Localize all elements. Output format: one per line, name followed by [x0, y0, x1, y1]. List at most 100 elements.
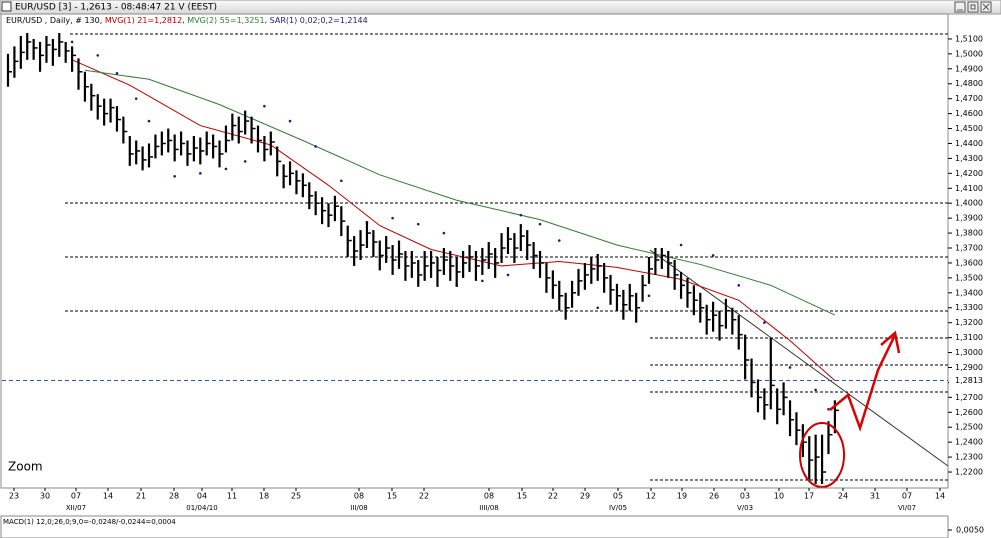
- legend-header: EUR/USD , Daily, # 130,: [6, 16, 102, 25]
- x-tick-label: 28: [169, 492, 179, 501]
- sar-dot: [506, 273, 510, 277]
- last-price-label: 1,2813: [955, 376, 983, 385]
- x-tick-label: 22: [419, 492, 429, 501]
- sar-dot: [263, 104, 266, 108]
- highlight-circle: [799, 422, 845, 488]
- sar-dot: [288, 119, 292, 123]
- sar-dot: [647, 294, 651, 298]
- y-tick-label: 1,2300: [955, 453, 983, 462]
- y-tick-label: 1,3600: [955, 258, 983, 267]
- x-tick-label: 29: [580, 492, 590, 501]
- x-tick-label: 10: [774, 492, 784, 501]
- x-tick-label: 17: [804, 492, 814, 501]
- sar-dot: [711, 254, 715, 257]
- sar-dot: [827, 407, 830, 411]
- sar-dot: [70, 40, 74, 44]
- month-label: VI/07: [898, 504, 916, 512]
- x-tick-label: 23: [9, 492, 19, 501]
- sar-dot: [596, 306, 600, 310]
- sar-dot: [538, 222, 542, 226]
- y-tick-label: 1,4700: [955, 94, 983, 103]
- month-label: 01/04/10: [186, 504, 217, 512]
- y-tick-label: 1,3900: [955, 214, 983, 223]
- month-label: IV/05: [609, 504, 627, 512]
- x-tick-label: 19: [677, 492, 687, 501]
- x-tick-label: 08: [354, 492, 364, 501]
- y-tick-label: 1,3100: [955, 333, 983, 342]
- x-tick-label: 25: [291, 492, 301, 501]
- x-tick-label: 03: [740, 492, 750, 501]
- x-tick-label: 21: [136, 492, 146, 501]
- x-tick-label: 07: [902, 492, 912, 501]
- sar-dot: [224, 167, 228, 171]
- x-tick-label: 04: [197, 492, 207, 501]
- moving-average: [71, 59, 836, 381]
- macd-pane: [0, 515, 949, 538]
- sar-dot: [737, 284, 741, 287]
- x-tick-label: 08: [484, 492, 494, 501]
- y-tick-label: 1,3400: [955, 288, 983, 297]
- y-tick-label: 1,2400: [955, 438, 983, 447]
- sar-dot: [442, 231, 446, 235]
- plot-area: [0, 13, 949, 489]
- x-tick-label: 24: [838, 492, 848, 501]
- moving-average: [84, 69, 836, 316]
- y-tick-label: 1,3000: [955, 348, 983, 357]
- y-tick-label: 1,2500: [955, 423, 983, 432]
- sar-dot: [763, 321, 766, 324]
- x-tick-label: 30: [40, 492, 50, 501]
- sar-dot: [96, 54, 100, 57]
- x-tick-label: 05: [613, 492, 623, 501]
- y-tick-label: 1,4100: [955, 184, 983, 193]
- legend-entry: SAR(1) 0,02;0,2=1,2144: [270, 16, 368, 25]
- y-tick-label: 1,4400: [955, 139, 983, 148]
- sar-dot: [340, 179, 343, 183]
- window-title: EUR/USD [3] - 1,2613 - 08:48:47 21 V (EE…: [15, 3, 217, 13]
- last-price-box: [949, 374, 1001, 387]
- y-tick-label: 1,4800: [955, 79, 983, 88]
- sar-dot: [814, 388, 817, 392]
- sar-dot: [115, 71, 119, 75]
- zoom-label[interactable]: Zoom: [8, 460, 43, 474]
- month-label: XII/07: [66, 504, 86, 512]
- y-tick-label: 1,4500: [955, 124, 983, 133]
- y-tick-label: 1,2200: [955, 468, 983, 477]
- y-tick-label: 1,2900: [955, 363, 983, 372]
- x-tick-label: 18: [259, 492, 269, 501]
- y-tick-label: 1,3300: [955, 303, 983, 312]
- y-tick-label: 1,3200: [955, 318, 983, 327]
- y-tick-label: 1,4900: [955, 64, 983, 73]
- month-label: V/03: [737, 504, 753, 512]
- y-tick-label: 1,3500: [955, 273, 983, 282]
- sar-dot: [147, 119, 151, 123]
- arrow-head: [880, 330, 901, 354]
- y-tick-label: 1,3800: [955, 229, 983, 238]
- macd-tick-label: 0,0050: [956, 526, 984, 535]
- legend-entry: MVG(1) 21=1,2812: [105, 16, 182, 25]
- month-label: IIII/08: [479, 504, 499, 512]
- sar-dot: [788, 366, 792, 369]
- sar-dot: [557, 239, 561, 242]
- y-tick-label: 1,4600: [955, 109, 983, 118]
- y-tick-label: 1,4000: [955, 199, 983, 208]
- sar-dot: [199, 172, 202, 175]
- sar-dot: [391, 216, 394, 220]
- forecast-arrow: [829, 334, 897, 432]
- sar-dot: [416, 222, 420, 226]
- x-tick-label: 31: [870, 492, 880, 501]
- month-label: III/08: [350, 504, 367, 512]
- x-tick-label: 14: [103, 492, 113, 501]
- x-tick-label: 12: [646, 492, 656, 501]
- legend-entry: MVG(2) 55=1,3251: [187, 16, 264, 25]
- y-tick-label: 1,5000: [955, 49, 983, 58]
- x-tick-label: 14: [935, 492, 945, 501]
- window-buttons[interactable]: [954, 1, 992, 13]
- sar-dot: [314, 145, 317, 148]
- sar-dot: [134, 97, 138, 100]
- sar-dot: [519, 213, 523, 217]
- y-tick-label: 1,4200: [955, 169, 983, 178]
- x-tick-label: 11: [227, 492, 237, 501]
- x-tick-label: 26: [709, 492, 719, 501]
- sar-dot: [173, 175, 176, 178]
